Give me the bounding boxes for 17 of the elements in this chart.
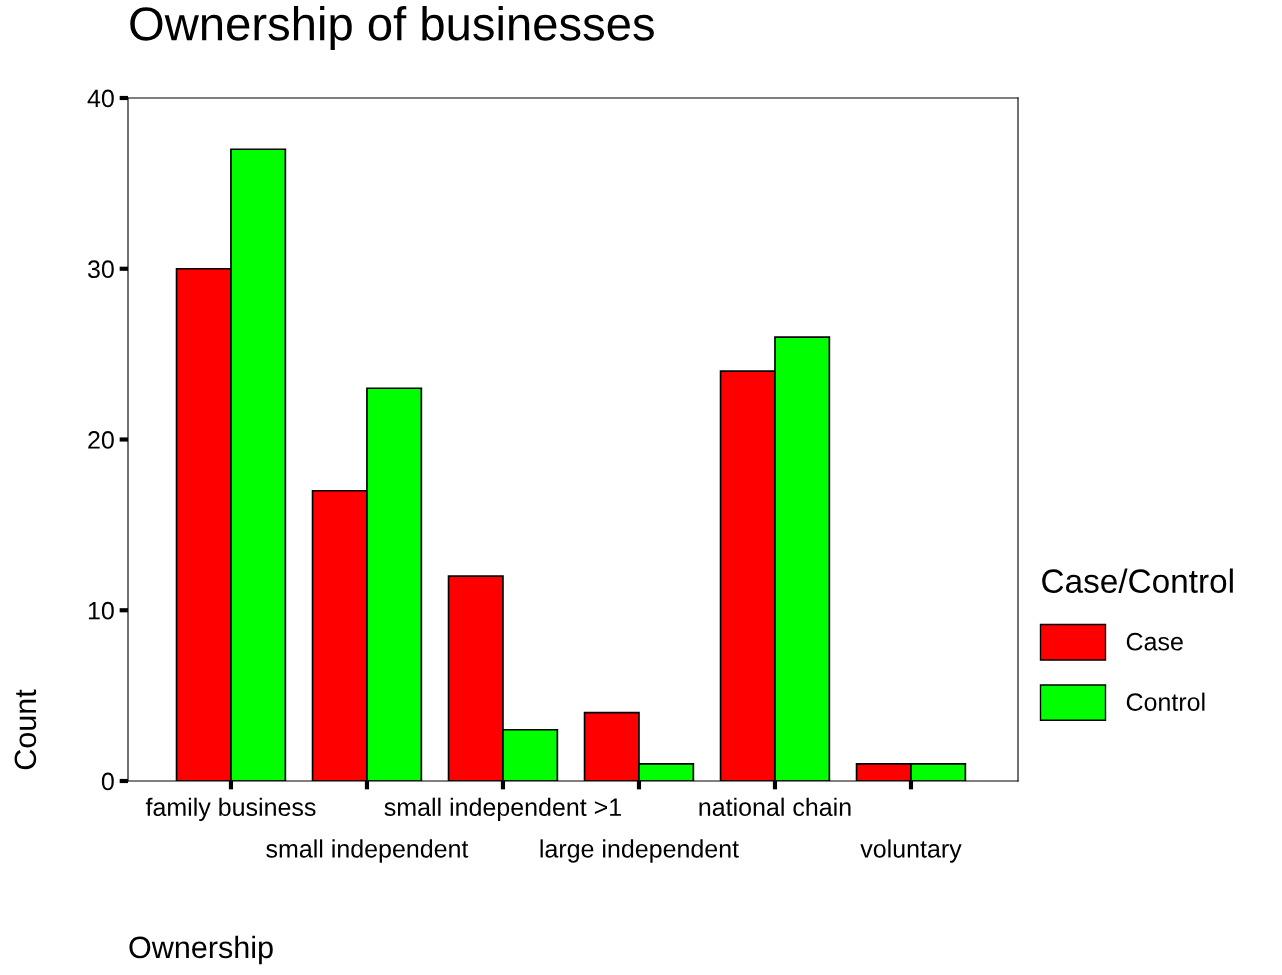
x-tick-label: small independent (266, 839, 469, 863)
y-tick-label: 40 (87, 89, 114, 108)
x-tick-label: family business (145, 797, 316, 821)
x-axis-title: Ownership (129, 935, 273, 965)
legend-title: Case/Control (1042, 568, 1233, 593)
x-tick-label: large independent (540, 839, 739, 863)
y-tick-label: 0 (101, 772, 114, 791)
chart-title: Ownership of businesses (130, 5, 654, 51)
x-tick-label: national chain (699, 797, 851, 817)
x-tick-label: small independent >1 (384, 797, 621, 821)
y-axis-title: Count (14, 689, 37, 770)
legend-label: Control (1126, 692, 1205, 711)
y-tick-label: 30 (87, 260, 114, 279)
x-tick-label: voluntary (860, 839, 962, 863)
y-tick-label: 10 (88, 601, 114, 620)
y-tick-label: 20 (88, 431, 114, 449)
legend-label: Case (1126, 632, 1183, 651)
